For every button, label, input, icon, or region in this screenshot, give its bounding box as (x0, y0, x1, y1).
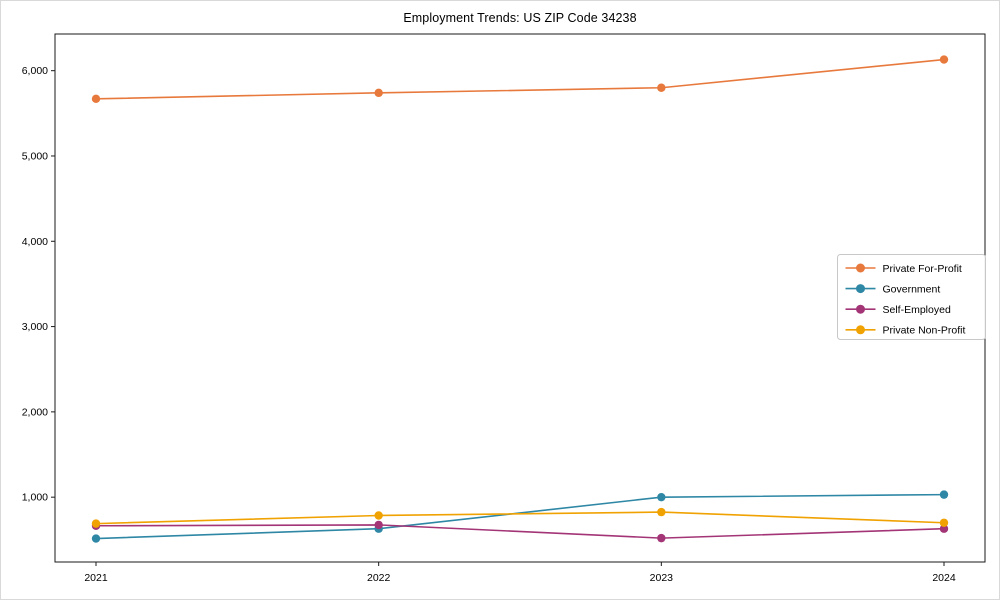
legend-item-label: Private Non-Profit (883, 325, 966, 337)
data-point (939, 518, 949, 527)
series-line-private-non-profit (95, 511, 945, 525)
y-tick-label: 2,000 (22, 406, 48, 418)
legend-marker-dot (856, 304, 865, 314)
series-line-private-for-profit (95, 58, 945, 100)
y-tick-label: 1,000 (22, 492, 48, 504)
y-tick-label: 5,000 (22, 150, 48, 162)
data-point (374, 520, 383, 530)
legend-marker-dot (856, 284, 865, 294)
x-tick-label: 2021 (84, 572, 108, 584)
series-line-government (95, 493, 945, 540)
legend-marker-dot (856, 325, 865, 335)
data-point (91, 94, 101, 104)
data-point (657, 83, 666, 92)
data-point (939, 524, 949, 533)
data-point (657, 507, 666, 517)
legend-item-label: Private For-Profit (883, 263, 962, 275)
legend-marker-dot (856, 263, 865, 273)
y-tick-label: 6,000 (22, 65, 48, 77)
data-point (374, 511, 383, 520)
legend (837, 254, 986, 340)
x-tick-label: 2022 (367, 572, 391, 584)
series-line-self-employed (95, 524, 945, 539)
data-point (939, 55, 949, 64)
data-point (939, 490, 949, 499)
data-point (657, 492, 666, 502)
data-point (374, 88, 383, 98)
chart-title: Employment Trends: US ZIP Code 34238 (403, 11, 637, 25)
legend-item-label: Self-Employed (883, 304, 951, 316)
data-point (91, 534, 101, 543)
x-tick-label: 2023 (650, 572, 674, 584)
data-point (657, 533, 666, 543)
y-tick-label: 4,000 (22, 236, 48, 248)
legend-item-label: Government (883, 283, 941, 295)
data-point (91, 519, 101, 528)
y-tick-label: 3,000 (22, 321, 48, 333)
x-tick-label: 2024 (932, 572, 956, 584)
